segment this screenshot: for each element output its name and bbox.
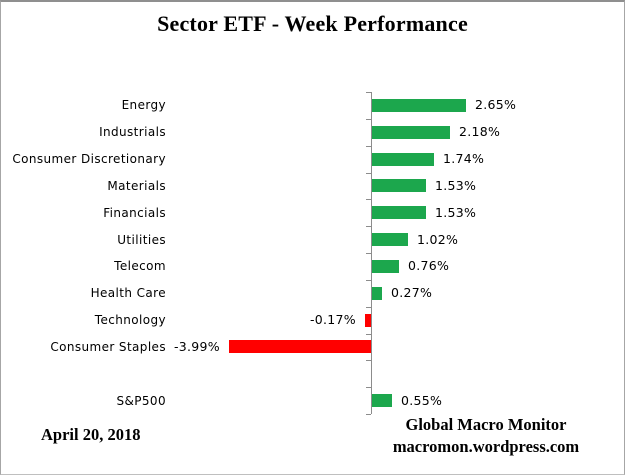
data-bar (372, 153, 434, 166)
value-label: 2.65% (475, 97, 517, 112)
category-label: Technology (94, 313, 166, 327)
category-label: Industrials (99, 125, 166, 139)
footer-source: Global Macro Monitor macromon.wordpress.… (376, 414, 596, 458)
value-label: 1.02% (417, 232, 459, 247)
data-bar (372, 206, 426, 219)
category-label: Telecom (114, 259, 166, 273)
axis-tick (366, 173, 371, 174)
category-label: Utilities (117, 233, 166, 247)
axis-tick (366, 146, 371, 147)
value-label: 2.18% (459, 124, 501, 139)
axis-tick (366, 280, 371, 281)
value-label: 1.74% (443, 151, 485, 166)
value-label: 0.27% (391, 285, 433, 300)
axis-tick (366, 360, 371, 361)
category-label: Consumer Discretionary (12, 152, 166, 166)
value-label: 0.76% (408, 258, 450, 273)
data-bar (229, 340, 371, 353)
category-label: Financials (103, 206, 166, 220)
category-label: Energy (121, 98, 166, 112)
footer-source-name: Global Macro Monitor (405, 415, 567, 434)
value-label: -0.17% (309, 312, 356, 327)
data-bar (372, 260, 399, 273)
footer-source-url: macromon.wordpress.com (392, 437, 580, 456)
axis-tick (366, 334, 371, 335)
data-bar (365, 314, 371, 327)
axis-tick (366, 414, 371, 415)
axis-tick (366, 387, 371, 388)
category-label: Materials (107, 179, 166, 193)
value-label: -3.99% (173, 339, 220, 354)
data-bar (372, 99, 466, 112)
data-bar (372, 126, 450, 139)
axis-tick (366, 307, 371, 308)
value-label: 0.55% (401, 393, 443, 408)
axis-tick (366, 226, 371, 227)
chart-title: Sector ETF - Week Performance (157, 11, 468, 36)
category-label: Consumer Staples (50, 340, 166, 354)
axis-tick (366, 119, 371, 120)
data-bar (372, 394, 392, 407)
data-bar (372, 233, 408, 246)
footer-date: April 20, 2018 (41, 425, 141, 444)
data-bar (372, 179, 426, 192)
axis-tick (366, 92, 371, 93)
value-axis-line (371, 92, 372, 414)
category-label: Health Care (90, 286, 166, 300)
value-label: 1.53% (435, 178, 477, 193)
data-bar (372, 287, 382, 300)
category-label: S&P500 (116, 394, 166, 408)
axis-tick (366, 199, 371, 200)
axis-tick (366, 253, 371, 254)
value-label: 1.53% (435, 205, 477, 220)
